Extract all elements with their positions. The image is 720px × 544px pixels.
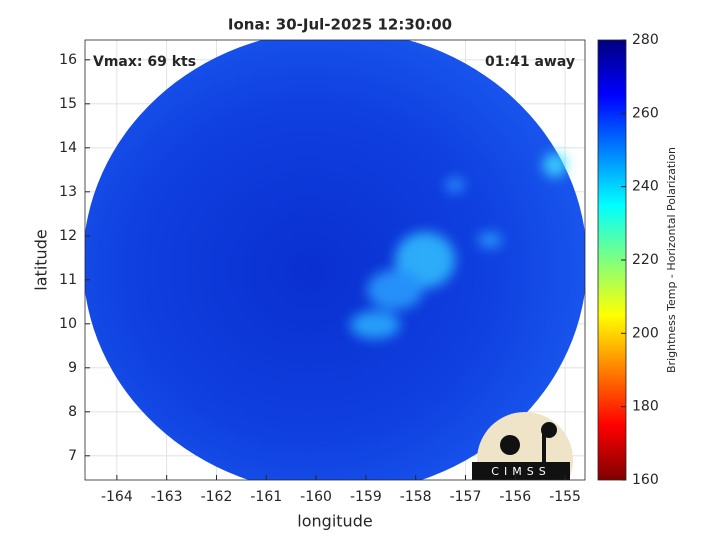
convection <box>445 177 465 193</box>
colorbar-tick-label: 180 <box>632 399 659 415</box>
colorbar-tick-label: 200 <box>632 325 659 341</box>
annotation: Vmax: 69 kts <box>93 54 196 70</box>
x-tick-label: -160 <box>300 489 332 505</box>
axes-frame <box>84 39 586 481</box>
y-tick-label: 10 <box>59 316 77 332</box>
y-tick-label: 8 <box>68 404 77 420</box>
colorbar-tick-label: 240 <box>632 179 659 195</box>
chart-title: Iona: 30-Jul-2025 12:30:00 <box>228 16 452 34</box>
convection <box>367 270 423 310</box>
swath <box>85 40 585 480</box>
y-tick-label: 11 <box>59 272 77 288</box>
colorbar-tick-label: 160 <box>632 472 659 488</box>
y-tick-label: 13 <box>59 184 77 200</box>
x-axis-label: longitude <box>297 512 372 531</box>
y-tick-label: 9 <box>68 360 77 376</box>
colorbar-label: Brightness Temp - Horizontal Polarizatio… <box>665 147 678 373</box>
y-axis-label: latitude <box>32 229 51 290</box>
x-tick-label: -163 <box>151 489 183 505</box>
convection <box>478 232 502 248</box>
colorbar-tick-label: 280 <box>632 32 659 48</box>
logo-text: CIMSS <box>491 465 550 478</box>
annotation: 01:41 away <box>485 54 575 70</box>
y-tick-label: 12 <box>59 228 77 244</box>
x-tick-label: -157 <box>450 489 482 505</box>
x-tick-label: -155 <box>549 489 581 505</box>
logo: CIMSS <box>472 412 573 480</box>
colorbar-tick-label: 220 <box>632 252 659 268</box>
convection <box>543 153 567 177</box>
x-tick-label: -164 <box>101 489 133 505</box>
x-tick-label: -156 <box>499 489 531 505</box>
y-tick-label: 16 <box>59 52 77 68</box>
y-tick-label: 7 <box>68 448 77 464</box>
convection <box>350 311 400 339</box>
x-tick-label: -158 <box>400 489 432 505</box>
x-tick-label: -162 <box>201 489 233 505</box>
x-tick-label: -161 <box>250 489 282 505</box>
x-tick-label: -159 <box>350 489 382 505</box>
colorbar-tick-label: 260 <box>632 105 659 121</box>
y-tick-label: 14 <box>59 140 77 156</box>
y-tick-label: 15 <box>59 96 77 112</box>
satellite-image: CIMSS <box>85 40 585 480</box>
